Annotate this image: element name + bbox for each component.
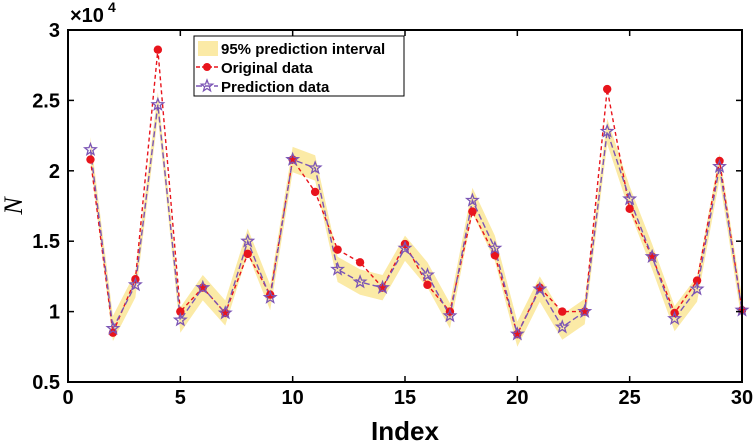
x-tick-label: 20 [506,387,528,409]
prediction-data-point [644,248,660,264]
x-axis-title: Index [371,416,439,442]
prediction-data-point [217,305,233,320]
original-data-point [603,84,612,94]
legend-swatch-interval [198,41,218,56]
prediction-data-point [554,319,570,334]
series-markers-layer [82,45,750,341]
legend-box [193,35,405,97]
y-tick-label: 1.5 [32,231,60,253]
prediction-data-point [195,279,211,295]
original-data-point [176,307,185,316]
prediction-data-point [419,267,435,282]
prediction-data-point [599,123,615,138]
original-data-point [333,245,342,254]
x-tick-label: 30 [731,387,753,409]
prediction-data-point [464,192,480,207]
prediction-data-point [375,279,391,295]
prediction-data-point [307,160,323,175]
prediction-data-point [105,320,121,335]
ticks-layer: 0 5 10 15 20 25 30 0.5 1 1.5 2 2.5 3 [32,20,753,409]
y-tick-label: 2.5 [32,90,60,112]
x-tick-label: 5 [175,387,186,409]
prediction-data-point [172,312,188,327]
y-tick-label: 0.5 [32,372,60,394]
legend-marker-original [203,63,211,71]
legend-marker-prediction [199,78,215,93]
prediction-data-point [622,191,638,206]
prediction-data-point [127,276,143,292]
original-data-point [86,155,95,164]
original-data-point [468,207,477,216]
x-tick-label: 25 [619,387,641,409]
prediction-data-point [487,240,503,255]
y-tick-label: 3 [49,20,60,42]
legend-label-interval: 95% prediction interval [221,41,385,58]
prediction-data-point [689,281,705,296]
prediction-data-point [240,233,256,248]
legend-label-prediction: Prediction data [221,79,330,96]
original-data-point [558,307,567,316]
y-axis-title: N [0,196,28,216]
original-data-point [266,290,275,299]
prediction-data-point [509,326,525,341]
prediction-data-point [532,281,548,296]
prediction-data-point [262,289,278,304]
prediction-data-point [150,96,166,112]
prediction-data-point [712,158,728,173]
prediction-data-point [442,307,458,323]
prediction-data-point [82,141,98,157]
x-tick-label: 15 [394,387,416,409]
original-data-point [692,276,702,285]
original-data-point [355,258,365,267]
y-tick-label: 1 [49,302,60,324]
original-data-point [310,187,320,197]
x-tick-label: 0 [62,387,73,409]
prediction-data-point [577,303,593,318]
original-data-point [423,280,432,290]
prediction-data-point [397,240,413,255]
y-exponent-power: 4 [108,0,116,15]
original-data-point [153,45,163,54]
original-data-point [490,251,500,260]
x-tick-label: 10 [282,387,304,409]
prediction-data-point [667,310,683,326]
original-data-point [625,204,634,214]
y-tick-label: 2 [49,161,60,183]
original-data-point [243,249,252,259]
prediction-data-point [352,274,368,289]
legend-label-original: Original data [221,60,313,77]
series-line-original [89,49,743,337]
prediction-data-point [285,151,301,166]
legend: 95% prediction interval Original data Pr… [193,35,405,97]
prediction-data-point [330,261,346,276]
y-exponent-base: ×10 [70,5,104,27]
